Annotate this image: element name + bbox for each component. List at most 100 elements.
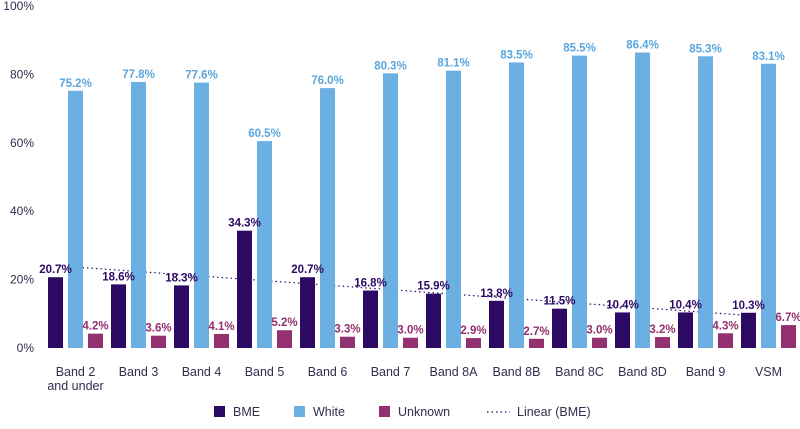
bar-bme-10 xyxy=(678,312,693,348)
data-label-unknown-0: 4.2% xyxy=(82,321,108,333)
bar-bme-6 xyxy=(426,293,441,348)
bar-bme-4 xyxy=(300,277,315,348)
data-label-bme-0: 20.7% xyxy=(39,264,72,276)
data-label-unknown-3: 5.2% xyxy=(271,317,297,329)
x-tick-label-band-8d: Band 8D xyxy=(618,365,667,379)
data-label-unknown-11: 6.7% xyxy=(775,312,800,324)
bar-white-8 xyxy=(572,55,587,349)
bar-white-5 xyxy=(383,73,398,349)
data-label-white-6: 81.1% xyxy=(437,58,470,70)
bar-white-9 xyxy=(635,52,650,349)
data-label-white-1: 77.8% xyxy=(122,69,155,81)
data-label-bme-11: 10.3% xyxy=(732,300,765,312)
data-label-bme-6: 15.9% xyxy=(417,281,450,293)
bar-unknown-11 xyxy=(781,325,796,348)
data-label-unknown-9: 3.2% xyxy=(649,324,675,336)
bars-layer xyxy=(48,52,796,349)
data-label-white-7: 83.5% xyxy=(500,49,533,61)
x-tick-label-band-2-and-under: Band 2 and under xyxy=(47,365,103,393)
legend-swatch-white xyxy=(294,406,305,417)
bar-white-1 xyxy=(131,81,146,348)
data-label-unknown-5: 3.0% xyxy=(397,325,423,337)
axes: 0% 20% 40% 60% 80% 100% Band 2 and under Band 3 B… xyxy=(3,0,782,393)
bar-bme-2 xyxy=(174,285,189,348)
bar-unknown-5 xyxy=(403,337,418,348)
bar-bme-0 xyxy=(48,277,63,348)
bar-white-3 xyxy=(257,141,272,348)
bar-unknown-8 xyxy=(592,337,607,348)
bar-white-7 xyxy=(509,62,524,349)
legend-label-bme: BME xyxy=(233,405,260,419)
bar-white-11 xyxy=(761,63,776,348)
bar-unknown-3 xyxy=(277,330,292,348)
bar-bme-1 xyxy=(111,284,126,348)
bar-unknown-0 xyxy=(88,333,103,348)
data-label-white-10: 85.3% xyxy=(689,43,722,55)
x-tick-label-band-8a: Band 8A xyxy=(430,365,479,379)
y-tick-label-80: 80% xyxy=(10,67,34,81)
data-label-bme-7: 13.8% xyxy=(480,288,513,300)
data-label-bme-1: 18.6% xyxy=(102,271,135,283)
bar-bme-8 xyxy=(552,308,567,348)
data-label-unknown-6: 2.9% xyxy=(460,325,486,337)
data-label-white-3: 60.5% xyxy=(248,128,281,140)
data-label-white-9: 86.4% xyxy=(626,40,659,52)
data-label-unknown-1: 3.6% xyxy=(145,323,171,335)
bar-white-2 xyxy=(194,82,209,348)
data-label-white-0: 75.2% xyxy=(59,78,92,90)
x-tick-label-band-3: Band 3 xyxy=(119,365,159,379)
x-tick-label-band-4: Band 4 xyxy=(182,365,222,379)
bar-unknown-1 xyxy=(151,335,166,348)
bar-bme-7 xyxy=(489,300,504,348)
data-label-white-11: 83.1% xyxy=(752,51,785,63)
data-label-bme-4: 20.7% xyxy=(291,264,324,276)
bar-bme-9 xyxy=(615,312,630,348)
data-label-unknown-2: 4.1% xyxy=(208,321,234,333)
data-label-unknown-10: 4.3% xyxy=(712,320,738,332)
data-label-white-8: 85.5% xyxy=(563,43,596,55)
bar-unknown-9 xyxy=(655,337,670,348)
legend-swatch-unknown xyxy=(379,406,390,417)
data-label-white-2: 77.6% xyxy=(185,70,218,82)
data-label-bme-5: 16.8% xyxy=(354,278,387,290)
bar-bme-3 xyxy=(237,230,252,348)
y-tick-label-60: 60% xyxy=(10,136,34,150)
x-tick-label-band-5: Band 5 xyxy=(245,365,285,379)
data-label-bme-9: 10.4% xyxy=(606,299,639,311)
legend-label-white: White xyxy=(313,405,345,419)
legend-swatch-bme xyxy=(214,406,225,417)
bar-unknown-7 xyxy=(529,338,544,348)
x-tick-label-vsm: VSM xyxy=(755,365,782,379)
data-label-unknown-7: 2.7% xyxy=(523,326,549,338)
bar-white-6 xyxy=(446,70,461,348)
legend: BME White Unknown Linear (BME) xyxy=(214,405,591,419)
data-label-bme-2: 18.3% xyxy=(165,272,198,284)
x-tick-label-band-7: Band 7 xyxy=(371,365,411,379)
bar-unknown-6 xyxy=(466,338,481,348)
x-tick-label-band-6: Band 6 xyxy=(308,365,348,379)
y-tick-label-20: 20% xyxy=(10,273,34,287)
x-tick-label-band-9: Band 9 xyxy=(686,365,726,379)
x-tick-label-band-8c: Band 8C xyxy=(555,365,604,379)
y-tick-label-100: 100% xyxy=(3,0,34,13)
y-tick-label-0: 0% xyxy=(17,341,35,355)
bar-white-10 xyxy=(698,56,713,349)
data-label-bme-3: 34.3% xyxy=(228,218,261,230)
legend-label-linear-bme: Linear (BME) xyxy=(517,405,591,419)
bar-unknown-4 xyxy=(340,336,355,348)
trendline-layer xyxy=(55,264,749,317)
bar-white-0 xyxy=(68,90,83,348)
data-label-unknown-8: 3.0% xyxy=(586,325,612,337)
bar-unknown-10 xyxy=(718,333,733,348)
bar-white-4 xyxy=(320,88,335,348)
bar-unknown-2 xyxy=(214,333,229,348)
y-tick-label-40: 40% xyxy=(10,204,34,218)
data-label-bme-10: 10.4% xyxy=(669,299,702,311)
data-labels-layer: 20.7% 18.6% 18.3% 34.3% 20.7% 16.8% 15.9% 13.8%… xyxy=(39,40,800,338)
bar-bme-5 xyxy=(363,290,378,348)
data-label-white-5: 80.3% xyxy=(374,60,407,72)
trendline-linear-bme xyxy=(55,264,749,317)
x-tick-label-band-8b: Band 8B xyxy=(493,365,541,379)
